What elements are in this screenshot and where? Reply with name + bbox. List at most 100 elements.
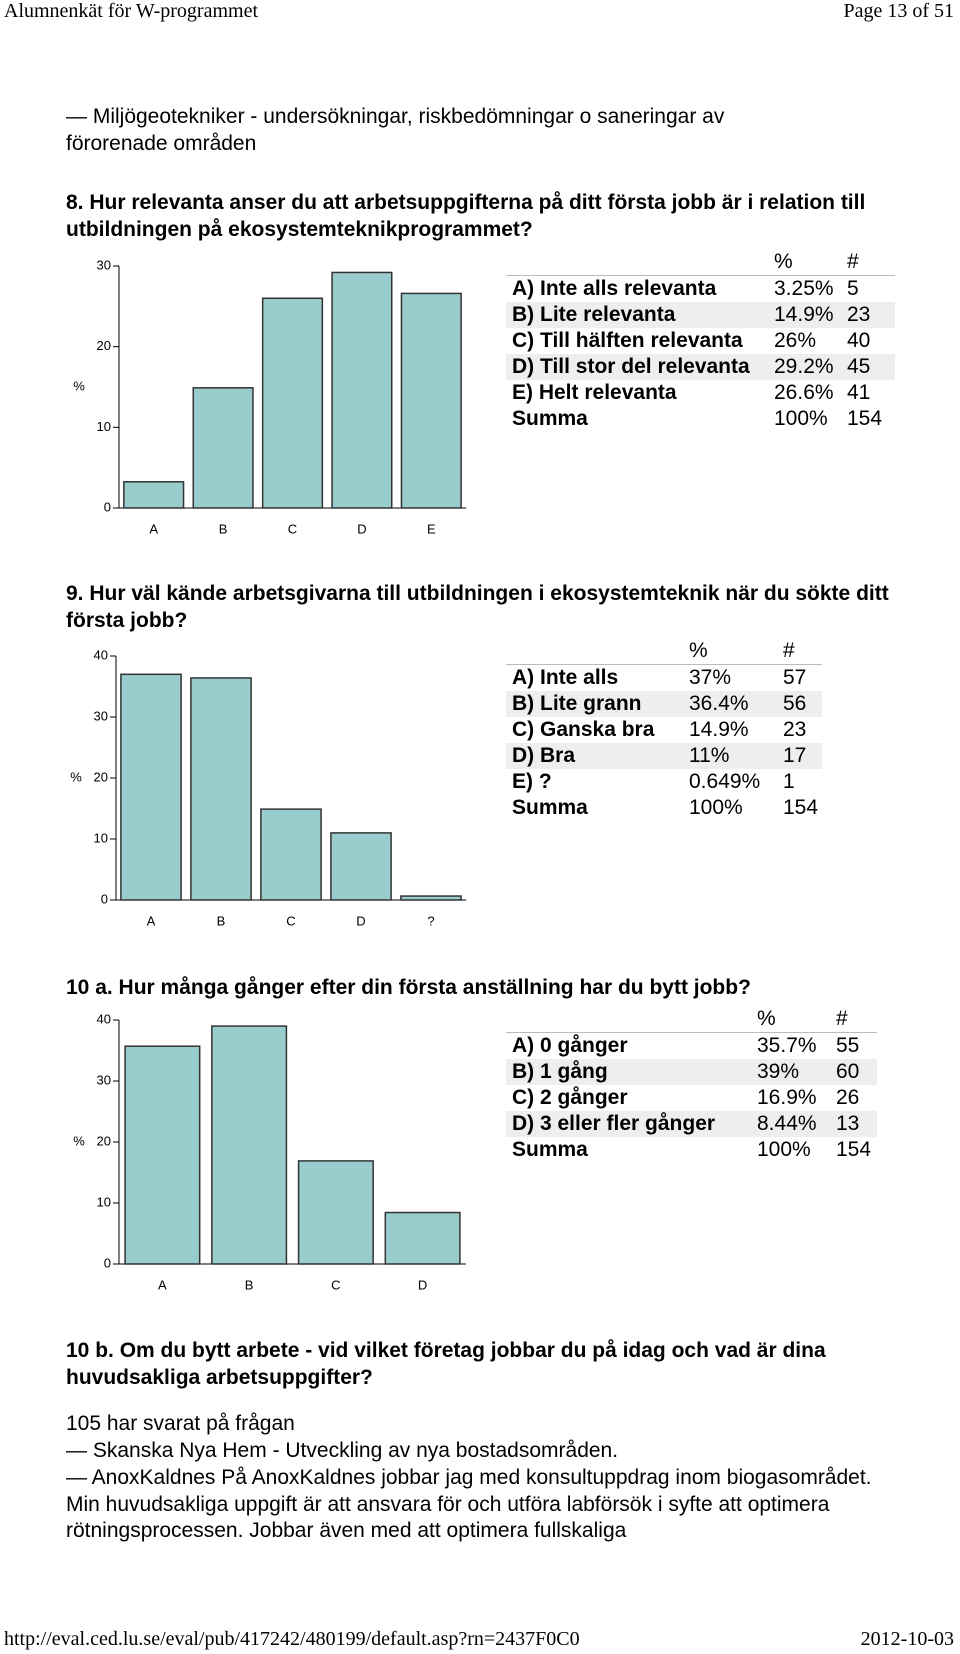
bar: [261, 297, 324, 509]
table-cell: 26.6%: [774, 381, 834, 404]
result-table: % # A) Inte alls relevanta 3.25% 5 B) Lite re…: [506, 249, 895, 432]
y-tick-label: 30: [97, 257, 111, 272]
table-cell: A) Inte alls: [512, 666, 619, 689]
table-cell: E) Helt relevanta: [512, 381, 677, 404]
answer: — Skanska Nya Hem - Utveckling av nya bo…: [66, 1439, 619, 1462]
question-title: 8. Hur relevanta anser du att arbetsuppg…: [66, 191, 866, 241]
y-axis-label: %: [73, 378, 85, 393]
table-cell: 0.649%: [689, 770, 761, 793]
bar: [400, 895, 462, 901]
y-tick-label: 30: [97, 1072, 111, 1087]
table-row: C) Till hälften relevanta 26% 40: [506, 328, 895, 354]
y-tick-label: 0: [101, 891, 108, 906]
table-cell: 14.9%: [689, 718, 749, 741]
total-row: Summa 100% 154: [506, 795, 822, 821]
result-table: % # A) Inte alls 37% 57 B) Lite grann 36.4% 56 C…: [506, 638, 822, 821]
bar: [190, 677, 252, 901]
table-cell: E) ?: [512, 770, 552, 793]
table-cell: 5: [847, 277, 859, 300]
table-row: A) Inte alls 37% 57: [506, 665, 822, 692]
table-cell: 36.4%: [683, 691, 777, 717]
bar: [123, 481, 185, 509]
total-cell: 154: [783, 796, 819, 819]
total-row: Summa 100% 154: [506, 406, 895, 432]
table-row: B) Lite grann 36.4% 56: [506, 691, 822, 717]
bar: [192, 387, 254, 509]
y-tick-label: 10: [97, 1194, 111, 1209]
bar: [330, 832, 392, 901]
header-cell: %: [768, 249, 841, 276]
table-cell: 11%: [683, 743, 777, 769]
header-cell: [506, 249, 768, 276]
table-cell: 23: [841, 302, 895, 328]
y-axis-label: %: [70, 769, 82, 784]
x-tick-label: B: [219, 521, 228, 536]
table-cell: 8.44%: [751, 1111, 830, 1137]
x-tick-label: D: [356, 913, 365, 928]
table-cell: B) Lite relevanta: [506, 302, 768, 328]
footer-date: 2012-10-03: [860, 1628, 954, 1650]
table-cell: D) 3 eller fler gånger: [506, 1111, 751, 1137]
header-cell: %: [683, 638, 777, 665]
table-cell: 1: [783, 770, 795, 793]
y-tick-label: 20: [97, 338, 111, 353]
y-tick-label: 10: [94, 830, 108, 845]
table-cell: C) Ganska bra: [512, 718, 655, 741]
total-cell: 154: [836, 1138, 872, 1161]
total-cell: 100%: [689, 796, 743, 819]
x-tick-label: ?: [427, 913, 434, 928]
total-cell: 100%: [774, 407, 828, 430]
table-cell: 57: [783, 666, 807, 689]
y-tick-label: 10: [97, 419, 111, 434]
table-cell: 14.9%: [768, 302, 841, 328]
x-tick-label: E: [427, 521, 436, 536]
table-cell: 40: [847, 329, 871, 352]
bar: [331, 271, 393, 509]
table-row: D) Bra 11% 17: [506, 743, 822, 769]
table-cell: 26%: [774, 329, 817, 352]
table-row: B) Lite relevanta 14.9% 23: [506, 302, 895, 328]
table-cell: B) 1 gång: [506, 1059, 751, 1085]
total-row: Summa 100% 154: [506, 1137, 877, 1163]
header-row: % #: [506, 638, 822, 665]
table-row: A) Inte alls relevanta 3.25% 5: [506, 276, 895, 303]
table-row: B) 1 gång 39% 60: [506, 1059, 877, 1085]
answer-count: 105 har svarat på frågan: [66, 1412, 295, 1435]
y-tick-label: 0: [104, 499, 111, 514]
table-cell: 45: [841, 354, 895, 380]
table-cell: 23: [783, 718, 807, 741]
question-title: 9. Hur väl kände arbetsgivarna till utbi…: [66, 582, 889, 632]
header-page: Page 13 of 51: [843, 0, 954, 22]
intro-text: — Miljögeotekniker - undersökningar, ris…: [66, 105, 725, 155]
y-tick-label: 40: [94, 647, 108, 662]
header-title: Alumnenkät för W-programmet: [4, 0, 259, 22]
x-tick-label: C: [331, 1277, 340, 1292]
table-cell: 26: [836, 1086, 860, 1109]
table-row: C) 2 gånger 16.9% 26: [506, 1085, 877, 1111]
header-cell: %: [751, 1006, 830, 1033]
bar: [120, 673, 182, 901]
x-tick-label: C: [288, 521, 297, 536]
question-title: 10 b. Om du bytt arbete - vid vilket för…: [66, 1339, 826, 1389]
table-cell: 16.9%: [757, 1086, 817, 1109]
header-cell: [506, 638, 683, 665]
table-cell: 17: [777, 743, 822, 769]
x-tick-label: D: [418, 1277, 427, 1292]
table-row: D) Till stor del relevanta 29.2% 45: [506, 354, 895, 380]
x-tick-label: C: [286, 913, 295, 928]
table-cell: 13: [830, 1111, 877, 1137]
y-tick-label: 30: [94, 708, 108, 723]
bar: [124, 1045, 201, 1265]
bar: [400, 292, 462, 509]
table-cell: C) 2 gånger: [512, 1086, 628, 1109]
table-cell: 37%: [689, 666, 732, 689]
table-cell: 39%: [751, 1059, 830, 1085]
table-row: E) Helt relevanta 26.6% 41: [506, 380, 895, 406]
table-cell: 55: [836, 1034, 860, 1057]
bar: [297, 1160, 374, 1265]
bar: [211, 1025, 288, 1265]
table-row: E) ? 0.649% 1: [506, 769, 822, 795]
bar: [384, 1211, 461, 1265]
